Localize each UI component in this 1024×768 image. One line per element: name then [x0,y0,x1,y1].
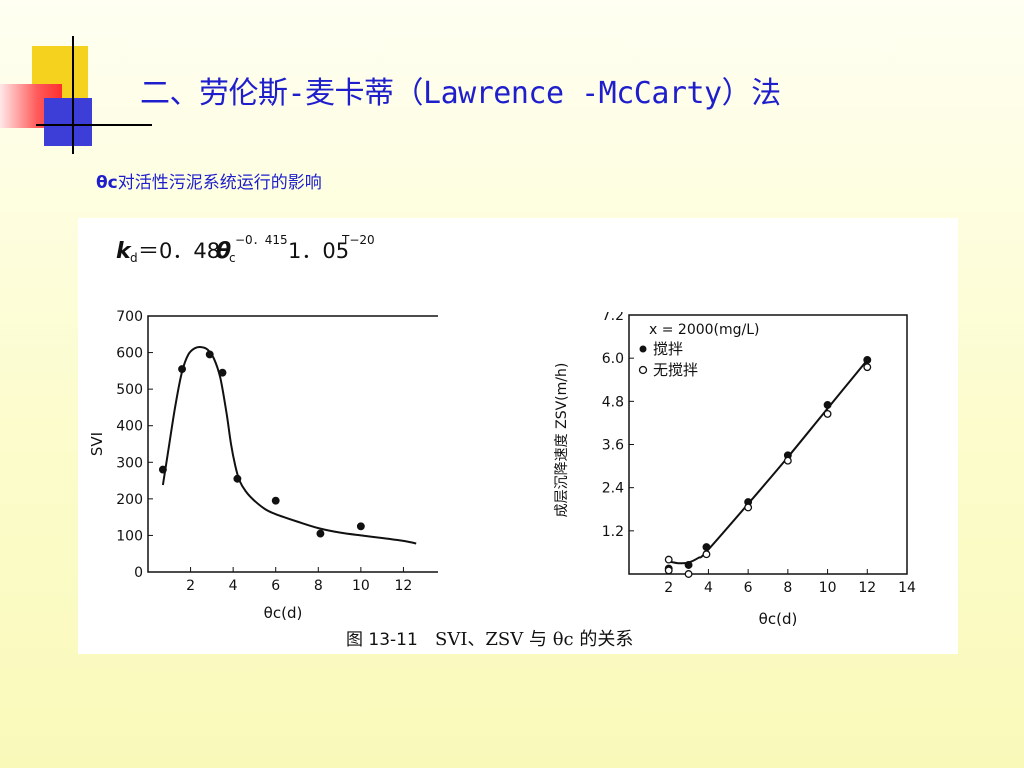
svi-y-tick-label: 200 [116,492,143,508]
zsv-points [664,356,872,578]
svi-x-tick-label: 12 [395,578,413,594]
slide-title: 二、劳伦斯-麦卡蒂（Lawrence -McCarty）法 [140,76,781,111]
figure-caption-text: SVI、ZSV 与 θc 的关系 [434,629,634,650]
zsv-y-tick-label: 1.2 [602,524,624,540]
eq-exp2: T−20 [341,233,375,247]
deco-blue-square [44,98,92,146]
zsv-x-tick-label: 14 [898,580,916,596]
zsv-chart: 2 4 6 8 10 12 14 1.2 2.4 3.6 4.8 6.0 7.2 x = 2000(mg… [554,312,916,628]
zsv-y-tick-label: 4.8 [602,394,624,410]
svi-plot-frame [147,315,438,573]
zsv-x-tick-label: 2 [664,580,673,596]
svi-axes: 2 4 6 8 10 12 0 100 200 300 400 500 600 700 [116,309,412,594]
slide-subtitle: θc对活性污泥系统运行的影响 [96,168,322,193]
eq-coef: ＝0．48 [138,239,220,263]
zsv-legend-title: x = 2000(mg/L) [649,322,760,338]
eq-lhs: k [116,239,132,264]
svi-data-point [356,522,365,531]
svi-points [158,350,365,538]
svi-fit-curve [161,345,417,545]
zsv-data-point [783,456,792,465]
zsv-y-tick-label: 2.4 [602,481,624,497]
zsv-data-point [823,409,832,418]
eq-lhs-sub: d [130,251,138,265]
zsv-data-point [664,566,673,575]
zsv-x-tick-label: 4 [704,580,713,596]
svi-x-tick-label: 2 [186,578,195,594]
subtitle-text: 对活性污泥系统运行的影响 [117,173,322,193]
zsv-fit-line [668,359,869,565]
zsv-legend-series-2: 无搅拌 [653,361,698,379]
equation: k d ＝0．48 θ c −0．415 1．05 T−20 [116,233,375,265]
zsv-x-tick-label: 6 [744,580,753,596]
zsv-fit-curve [668,359,869,565]
svi-y-tick-label: 400 [116,419,143,435]
eq-exp1: −0．415 [235,233,288,247]
zsv-data-point [863,356,872,364]
zsv-x-label: θc(d) [759,610,798,628]
zsv-legend-marker-filled [639,345,647,353]
figure-block: k d ＝0．48 θ c −0．415 1．05 T−20 2 4 6 8 10 12 0… [78,218,958,654]
svi-y-tick-label: 600 [116,346,143,362]
svi-y-tick-label: 300 [116,455,143,471]
svi-data-point [178,365,187,373]
zsv-y-tick-label: 3.6 [602,438,624,454]
svi-data-point [218,368,227,377]
svi-y-tick-label: 500 [116,382,143,398]
zsv-data-point [684,561,693,569]
svi-data-point [233,474,242,483]
zsv-y-tick-label: 6.0 [602,351,624,367]
zsv-data-point [664,555,673,564]
svi-data-point [271,496,280,505]
svi-y-tick-label: 700 [116,309,143,325]
zsv-data-point [684,570,693,578]
zsv-data-point [823,400,832,409]
figure-caption: 图 13-11 SVI、ZSV 与 θc 的关系 [346,625,633,651]
svi-data-point [316,529,325,538]
svi-data-point [158,465,167,474]
svi-x-tick-label: 10 [352,578,370,594]
svi-x-tick-label: 6 [271,578,280,594]
zsv-data-point [702,543,711,551]
svi-chart: 2 4 6 8 10 12 0 100 200 300 400 500 600 700 θc(d) SVI [88,309,438,622]
svi-x-tick-label: 4 [229,578,238,594]
svi-y-tick-label: 100 [116,528,143,544]
eq-theta-sub: c [229,251,236,265]
zsv-y-label: 成层沉降速度 ZSV(m/h) [554,363,570,518]
eq-factor: 1．05 [288,239,349,263]
svi-fit-line [161,345,417,545]
svi-y-label: SVI [88,432,106,456]
zsv-y-tick-label: 7.2 [602,312,624,324]
eq-theta: θ [216,239,231,264]
subtitle-symbol: θc [96,173,118,193]
deco-vertical-line [72,36,74,154]
zsv-data-point [702,550,711,559]
figure-number: 图 13-11 [346,630,418,650]
zsv-data-point [863,363,872,372]
zsv-x-tick-label: 12 [858,580,876,596]
svi-data-point [205,350,214,359]
svi-y-tick-label: 0 [134,565,143,581]
zsv-data-point [744,503,753,512]
deco-horizontal-line [36,124,152,126]
zsv-x-tick-label: 8 [783,580,792,596]
zsv-legend-series-1: 搅拌 [653,340,683,358]
zsv-x-tick-label: 10 [819,580,837,596]
svi-x-label: θc(d) [264,604,303,622]
zsv-legend-marker-open [638,365,648,375]
zsv-axes: 2 4 6 8 10 12 14 1.2 2.4 3.6 4.8 6.0 7.2 [602,312,916,596]
svi-x-tick-label: 8 [314,578,323,594]
